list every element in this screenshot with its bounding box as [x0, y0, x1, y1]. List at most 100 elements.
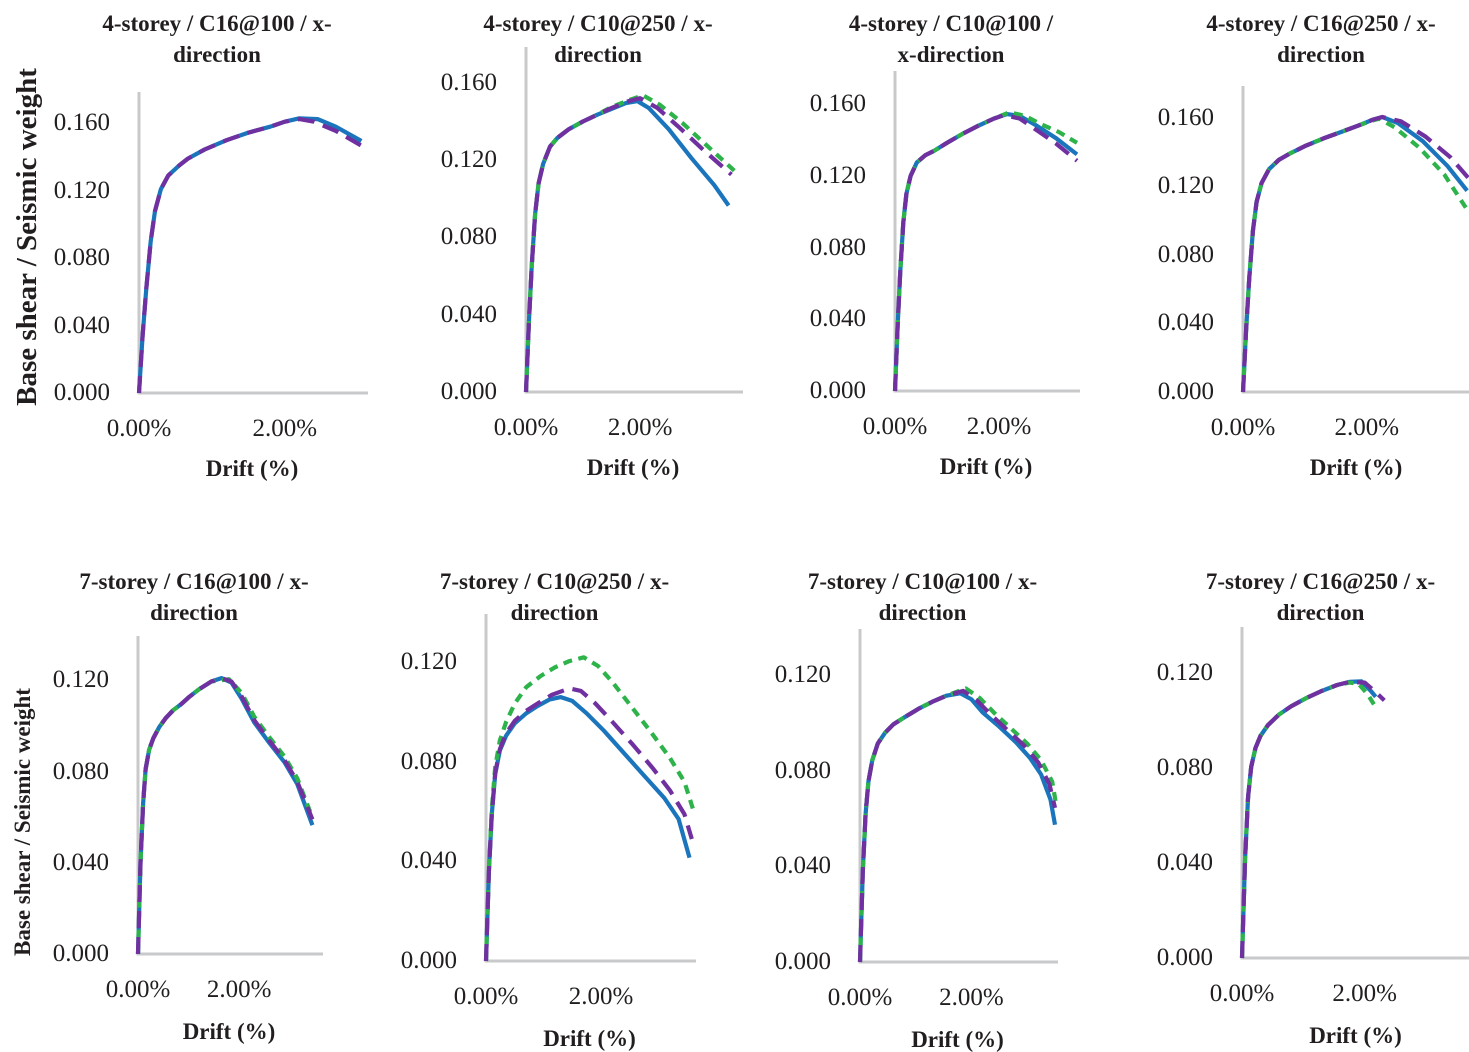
y-tick-label: 0.080: [440, 223, 497, 251]
plot-area: [892, 71, 1080, 393]
x-axis-title: Drift (%): [543, 1026, 636, 1051]
plot-area: [483, 614, 697, 963]
y-tick-label: 0.000: [53, 379, 110, 406]
x-tick-label: 2.00%: [1334, 414, 1400, 441]
y-tick-label: 0.040: [440, 300, 497, 328]
y-tick-label: 0.120: [809, 161, 866, 189]
y-tick-label: 0.080: [400, 747, 457, 775]
plot-area: [1239, 627, 1469, 960]
y-tick-label: 0.080: [1157, 240, 1214, 268]
series-green-dotted: [1239, 680, 1376, 959]
chart-title-line: direction: [173, 42, 261, 67]
y-tick-label: 0.160: [53, 109, 110, 137]
x-axis-title: Drift (%): [1309, 455, 1403, 480]
chart-title-line: direction: [554, 42, 642, 67]
x-tick-label: 2.00%: [607, 414, 673, 441]
chart-title: 4-storey / C16@100 / x-direction: [34, 8, 400, 70]
y-tick-label: 0.120: [52, 666, 109, 694]
y-tick-label: 0.000: [1157, 378, 1214, 405]
chart-title-line: direction: [510, 600, 599, 625]
series-green-dotted: [483, 655, 697, 962]
y-tick-label: 0.080: [1156, 754, 1213, 782]
y-tick-label: 0.120: [1157, 172, 1214, 200]
y-tick-label: 0.080: [53, 244, 110, 272]
x-axis-title: Drift (%): [182, 1019, 276, 1044]
chart-title-line: 4-storey / C16@250 / x-: [1206, 11, 1436, 36]
x-tick-label: 0.00%: [1210, 414, 1276, 441]
series-green-dotted: [857, 686, 1059, 963]
x-axis-title: Drift (%): [939, 454, 1033, 479]
x-tick-label: 0.00%: [453, 983, 519, 1010]
series-blue-solid: [857, 691, 1058, 963]
x-tick-label: 0.00%: [827, 984, 893, 1011]
x-tick-label: 2.00%: [1332, 980, 1397, 1007]
x-tick-label: 0.00%: [106, 415, 172, 442]
chart-title-line: direction: [150, 600, 238, 625]
chart-title: 7-storey / C16@250 / x-direction: [1137, 566, 1469, 628]
chart-title: 4-storey / C10@250 / x-direction: [421, 8, 775, 70]
y-tick-label: 0.000: [440, 378, 497, 405]
series-purple-dashed: [1239, 679, 1386, 959]
x-tick-label: 2.00%: [939, 984, 1004, 1011]
chart-title-line: direction: [878, 600, 967, 625]
plot-area: [523, 47, 743, 394]
y-tick-label: 0.160: [809, 90, 866, 118]
y-tick-label: 0.160: [1157, 103, 1214, 131]
x-tick-label: 0.00%: [493, 414, 559, 441]
x-tick-label: 2.00%: [568, 983, 634, 1010]
chart-title-line: 7-storey / C16@100 / x-: [79, 569, 309, 594]
chart-title: 7-storey / C10@250 / x-direction: [381, 566, 728, 628]
x-tick-label: 0.00%: [862, 413, 928, 440]
y-tick-label: 0.000: [809, 377, 866, 404]
plot-area: [136, 92, 368, 395]
y-tick-label: 0.040: [52, 848, 109, 876]
y-tick-label: 0.000: [52, 940, 109, 967]
series-blue-solid: [1240, 114, 1469, 393]
series-purple-dashed: [892, 112, 1079, 392]
chart-title-line: direction: [1277, 42, 1365, 67]
x-tick-label: 2.00%: [252, 415, 318, 442]
series-purple-dashed: [136, 117, 365, 394]
plot-area: [135, 636, 323, 956]
y-tick-label: 0.080: [774, 756, 831, 784]
y-tick-label: 0.000: [1156, 944, 1213, 971]
chart-title: 7-storey / C16@100 / x-direction: [33, 566, 355, 628]
chart-title: 7-storey / C10@100 / x-direction: [755, 566, 1090, 628]
chart-title-line: 4-storey / C10@250 / x-: [483, 11, 713, 36]
y-tick-label: 0.080: [52, 757, 109, 785]
y-tick-label: 0.000: [400, 947, 457, 974]
y-tick-label: 0.040: [809, 305, 866, 333]
y-tick-label: 0.040: [53, 311, 110, 339]
x-axis-title: Drift (%): [205, 456, 299, 481]
x-axis-title: Drift (%): [586, 455, 680, 480]
y-tick-label: 0.040: [774, 852, 831, 880]
chart-title: 4-storey / C16@250 / x-direction: [1138, 8, 1469, 70]
series-blue-solid: [483, 694, 692, 962]
y-tick-label: 0.160: [440, 68, 497, 96]
series-purple-dashed: [857, 688, 1058, 963]
y-tick-label: 0.120: [774, 661, 831, 689]
series-green-dotted: [523, 93, 736, 393]
y-tick-label: 0.120: [1156, 659, 1213, 687]
y-tick-label: 0.120: [440, 146, 497, 174]
series-purple-dashed: [523, 96, 733, 393]
chart-title-line: direction: [1276, 600, 1365, 625]
x-axis-title: Drift (%): [911, 1027, 1004, 1052]
y-tick-label: 0.040: [1156, 849, 1213, 877]
y-tick-label: 0.000: [774, 948, 831, 975]
series-blue-solid: [136, 116, 363, 394]
x-tick-label: 0.00%: [105, 976, 171, 1003]
y-tick-label: 0.040: [400, 847, 457, 875]
x-tick-label: 2.00%: [206, 976, 272, 1003]
y-tick-label: 0.040: [1157, 309, 1214, 337]
x-tick-label: 0.00%: [1209, 980, 1275, 1007]
series-purple-dashed: [1240, 114, 1469, 393]
y-tick-label: 0.120: [400, 648, 457, 676]
chart-title-line: 7-storey / C10@250 / x-: [439, 569, 670, 594]
chart-title-line: 4-storey / C16@100 / x-: [102, 11, 332, 36]
plot-area: [857, 629, 1059, 964]
chart-title-line: 7-storey / C16@250 / x-: [1205, 569, 1436, 594]
series-purple-dashed: [483, 686, 694, 962]
chart-title-line: 7-storey / C10@100 / x-: [807, 569, 1038, 594]
